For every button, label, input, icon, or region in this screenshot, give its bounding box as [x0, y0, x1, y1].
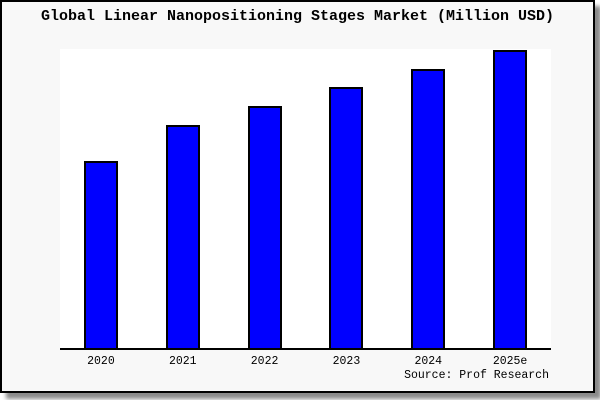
bar-2023	[329, 86, 364, 348]
bar-2022	[247, 105, 282, 348]
x-tick-label-2021: 2021	[168, 355, 197, 368]
source-credit: Source: Prof Research	[404, 369, 549, 382]
plot-area	[60, 49, 551, 350]
x-tick-label-2024: 2024	[414, 355, 443, 368]
bar-2024	[411, 68, 446, 348]
bar-2025e	[493, 50, 528, 348]
x-tick-label-2023: 2023	[332, 355, 361, 368]
bar-2021	[165, 124, 200, 348]
chart-card: Global Linear Nanopositioning Stages Mar…	[0, 0, 595, 393]
chart-title: Global Linear Nanopositioning Stages Mar…	[40, 8, 555, 25]
bar-2020	[83, 161, 118, 348]
x-tick-label-2022: 2022	[250, 355, 279, 368]
x-tick-label-2020: 2020	[87, 355, 115, 368]
x-tick-label-2025e: 2025e	[492, 355, 528, 368]
